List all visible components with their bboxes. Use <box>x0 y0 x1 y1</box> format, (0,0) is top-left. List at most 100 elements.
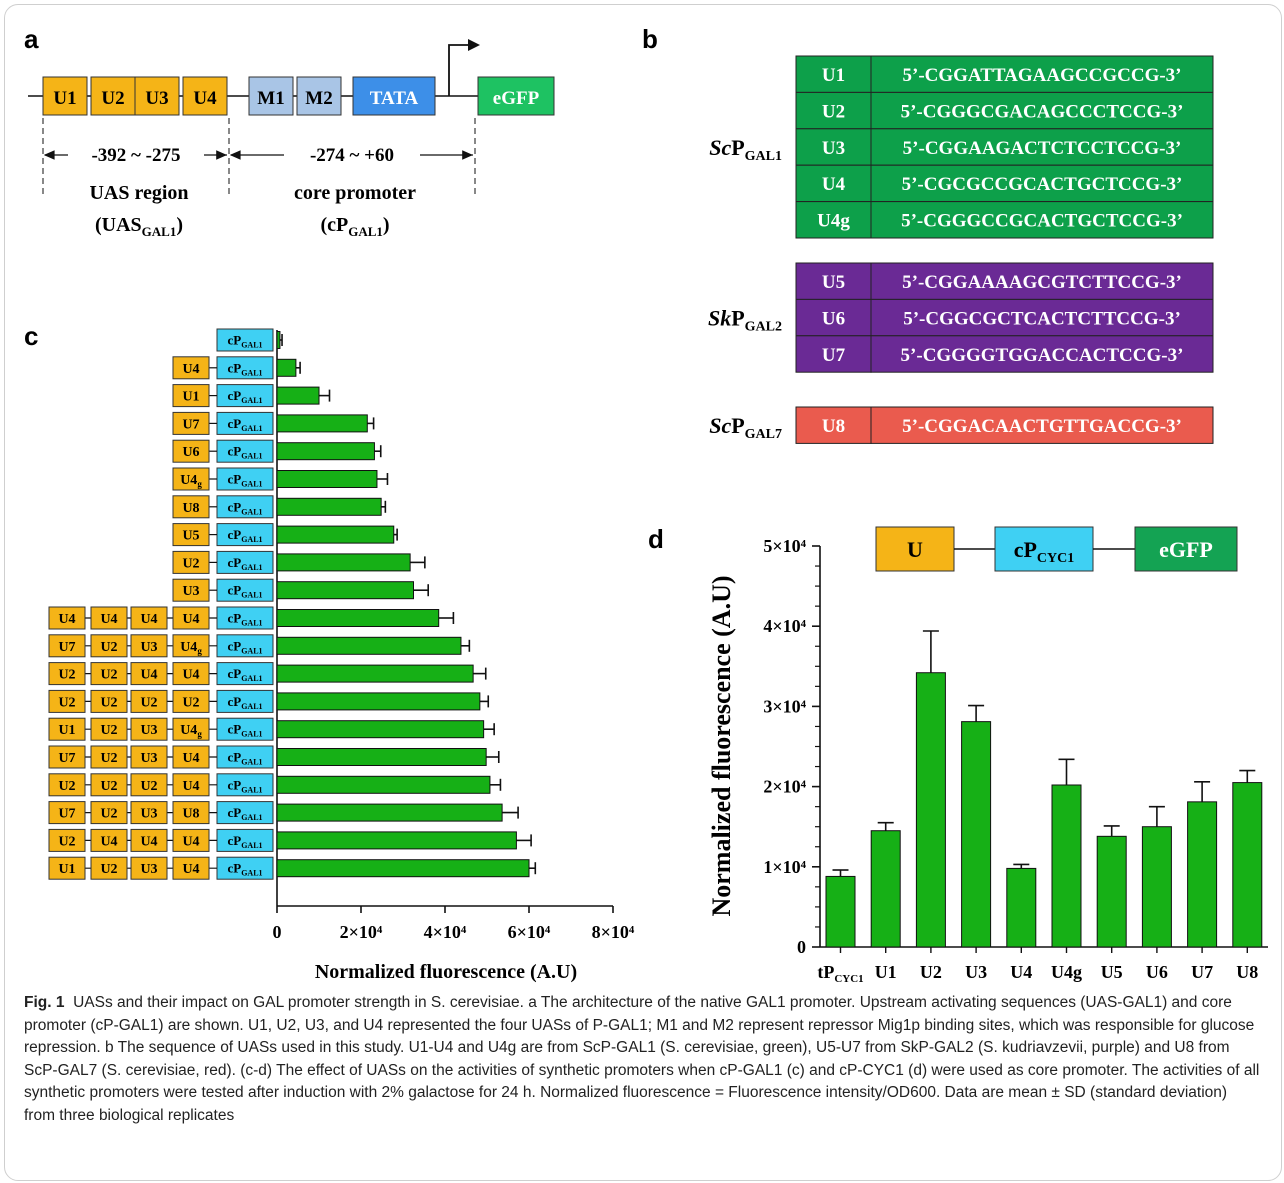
d-x-tick-label: U8 <box>1236 962 1258 982</box>
uas-id-u7: U7 <box>822 345 846 366</box>
sequence-table-sc-gal1: U1 5’-CGGATTAGAAGCCGCCG-3’ U2 5’-CGGGCGACAG… <box>709 55 1214 239</box>
d-bar <box>915 672 946 948</box>
c-core-label: cPGAL1 <box>227 638 262 655</box>
c-uas-box-u4 <box>48 606 86 630</box>
c-x-tick-label: 4×10⁴ <box>424 922 467 942</box>
uas-label-u2: U2 <box>101 88 124 109</box>
promoter-label-sc-gal1: ScPGAL1 <box>709 135 782 164</box>
caption-part-b: b The sequence of UASs used in this stud… <box>24 1039 1230 1079</box>
c-uas-box-u2 <box>130 689 168 713</box>
d-y-tick-label: 3×10⁴ <box>763 696 806 716</box>
c-row: cPGAL1 U2 U2 U2 U2 <box>48 689 490 713</box>
c-row: cPGAL1 U7 U2 U3 U4 <box>48 745 500 769</box>
c-uas-box-u4 <box>172 606 210 630</box>
c-x-tick-label: 6×10⁴ <box>508 922 551 942</box>
d-y-tick-label: 5×10⁴ <box>763 536 806 556</box>
uas-id-u8: U8 <box>822 416 845 437</box>
c-uas-label-u4: U4 <box>182 834 199 849</box>
construct-u-label: U <box>907 537 923 562</box>
c-uas-box-u2 <box>48 662 86 686</box>
c-bar <box>276 803 503 822</box>
c-x-tick-label: 2×10⁴ <box>340 922 383 942</box>
uas-id-cell <box>795 91 872 130</box>
uas-range: -392 ~ -275 <box>91 145 180 166</box>
c-core-label: cPGAL1 <box>227 360 262 377</box>
c-row: cPGAL1 U2 U2 U4 U4 <box>48 662 487 686</box>
sequence-u8: 5’-CGGACAACTGTTGACCG-3’ <box>902 416 1182 437</box>
c-core-label: cPGAL1 <box>227 555 262 572</box>
c-uas-label-u8: U8 <box>182 807 199 822</box>
egfp-label: eGFP <box>493 88 540 109</box>
c-row: cPGAL1 U7 U2 U3 U4g <box>48 634 471 658</box>
c-bar <box>276 553 411 572</box>
c-uas-label-u2: U2 <box>58 834 75 849</box>
c-uas-box-u4 <box>172 356 210 380</box>
c-uas-label-u8: U8 <box>182 501 199 516</box>
uas-id-cell <box>795 128 872 166</box>
c-bar <box>276 331 281 349</box>
c-uas-label-u3: U3 <box>140 751 157 766</box>
uas-id-u6: U6 <box>822 308 845 329</box>
uas-box-u4 <box>182 76 228 116</box>
c-uas-label-u2: U2 <box>182 556 199 571</box>
c-uas-box-u1 <box>48 717 86 741</box>
uas-box-u1 <box>42 76 88 116</box>
c-core-label: cPGAL1 <box>227 750 262 767</box>
c-bar <box>276 775 491 794</box>
panel-c: cPGAL1 cPGAL1 U4 cPGAL1 U1 cPGAL1 U7 cPGAL1 U6 cP… <box>48 328 635 983</box>
c-uas-label-u2: U2 <box>100 695 117 710</box>
c-uas-label-u6: U6 <box>182 445 199 460</box>
c-uas-label-u2: U2 <box>100 862 117 877</box>
c-uas-label-u2: U2 <box>100 779 117 794</box>
c-bar <box>276 497 382 516</box>
d-x-tick-label: U1 <box>875 962 897 982</box>
c-uas-label-u4g: U4g <box>180 473 202 489</box>
c-uas-label-u4g: U4g <box>180 640 202 656</box>
c-uas-box-u4 <box>172 662 210 686</box>
c-core-label: cPGAL1 <box>227 694 262 711</box>
c-uas-label-u3: U3 <box>140 640 157 655</box>
c-uas-label-u1: U1 <box>58 862 75 877</box>
c-core-label: cPGAL1 <box>227 527 262 544</box>
d-bar <box>961 721 992 948</box>
c-uas-box-u3 <box>172 578 210 602</box>
c-bar <box>276 664 474 683</box>
c-uas-box-u4 <box>90 828 128 852</box>
d-y-axis-label: Normalized fluorescence (A.U) <box>707 575 736 916</box>
sequence-cell <box>870 128 1214 166</box>
egfp-box <box>477 76 555 116</box>
c-core-label: cPGAL1 <box>227 388 262 405</box>
c-uas-box-u2 <box>172 689 210 713</box>
c-row: cPGAL1 <box>216 328 283 352</box>
c-uas-box-u5 <box>172 523 210 547</box>
d-bar <box>825 875 856 948</box>
c-bar <box>276 470 378 488</box>
repressor-label-m1: M1 <box>257 88 284 109</box>
sequence-u2: 5’-CGGGCGACAGCCCTCCG-3’ <box>901 101 1184 122</box>
c-uas-label-u7: U7 <box>58 640 75 655</box>
c-row: cPGAL1 U8 <box>172 495 387 519</box>
c-core-box <box>216 328 274 352</box>
sequence-u6: 5’-CGGCGCTCACTCTTCCG-3’ <box>903 308 1181 329</box>
c-uas-box-u4 <box>130 606 168 630</box>
c-uas-label-u2: U2 <box>100 723 117 738</box>
d-y-tick-label: 1×10⁴ <box>763 857 806 877</box>
c-core-label: cPGAL1 <box>227 722 262 739</box>
panel-label-a: a <box>24 24 39 54</box>
c-uas-label-u7: U7 <box>58 807 75 822</box>
uas-box-u3 <box>134 76 180 116</box>
c-uas-box-u4 <box>172 828 210 852</box>
c-row: cPGAL1 U2 U4 U4 U4 <box>48 828 532 852</box>
c-uas-box-u4 <box>172 773 210 797</box>
c-core-label: cPGAL1 <box>227 333 262 350</box>
c-uas-box-u2 <box>130 773 168 797</box>
sequence-cell <box>870 298 1214 337</box>
c-core-label: cPGAL1 <box>227 861 262 878</box>
c-bar <box>276 358 297 377</box>
sequence-cell <box>870 91 1214 130</box>
c-uas-box-u4 <box>172 745 210 769</box>
c-uas-label-u4: U4 <box>140 834 157 849</box>
uas-abbr-label: (UASGAL1) <box>95 214 183 239</box>
c-uas-label-u4: U4 <box>182 668 199 683</box>
d-x-tick-label: U4g <box>1051 962 1082 982</box>
